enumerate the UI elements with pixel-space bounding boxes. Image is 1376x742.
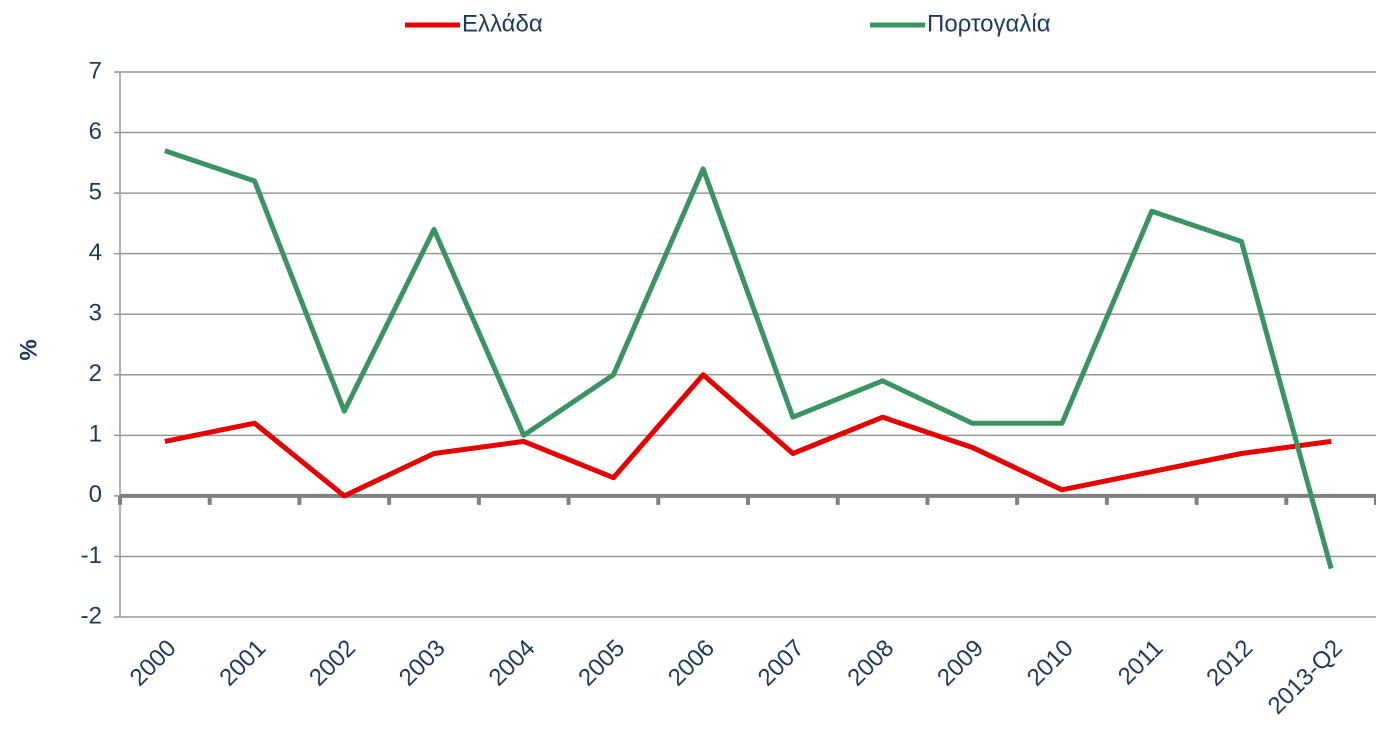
y-axis-label: % xyxy=(15,339,42,360)
series-line xyxy=(164,372,1332,499)
x-tick-label: 2009 xyxy=(932,635,989,692)
x-tick-label: 2007 xyxy=(753,635,810,692)
y-tick-label: -2 xyxy=(81,602,102,629)
x-tick-label: 2011 xyxy=(1113,635,1169,691)
y-tick-label: -1 xyxy=(81,542,102,569)
x-tick-label: 2008 xyxy=(842,635,899,692)
x-tick-label: 2000 xyxy=(125,635,182,692)
y-tick-label: 0 xyxy=(89,481,102,508)
y-tick-label: 4 xyxy=(89,239,102,266)
series-line xyxy=(164,148,1334,570)
y-tick-label: 1 xyxy=(89,421,102,448)
y-tick-label: 6 xyxy=(89,118,102,145)
x-tick-label: 2002 xyxy=(304,635,361,692)
x-tick-label: 2012 xyxy=(1201,635,1258,692)
y-tick-label: 7 xyxy=(89,57,102,84)
y-tick-label: 3 xyxy=(89,300,102,327)
y-tick-label: 2 xyxy=(89,360,102,387)
x-tick-label: 2013-Q2 xyxy=(1263,635,1348,720)
x-tick-label: 2004 xyxy=(484,635,541,692)
y-tick-label: 5 xyxy=(89,178,102,205)
x-tick-label: 2005 xyxy=(573,635,630,692)
legend-label: Ελλάδα xyxy=(462,10,543,37)
x-tick-label: 2003 xyxy=(394,635,451,692)
x-tick-label: 2010 xyxy=(1022,635,1079,692)
x-tick-label: 2001 xyxy=(214,635,271,692)
legend-label: Πορτογαλία xyxy=(927,10,1051,37)
x-tick-label: 2006 xyxy=(663,635,720,692)
